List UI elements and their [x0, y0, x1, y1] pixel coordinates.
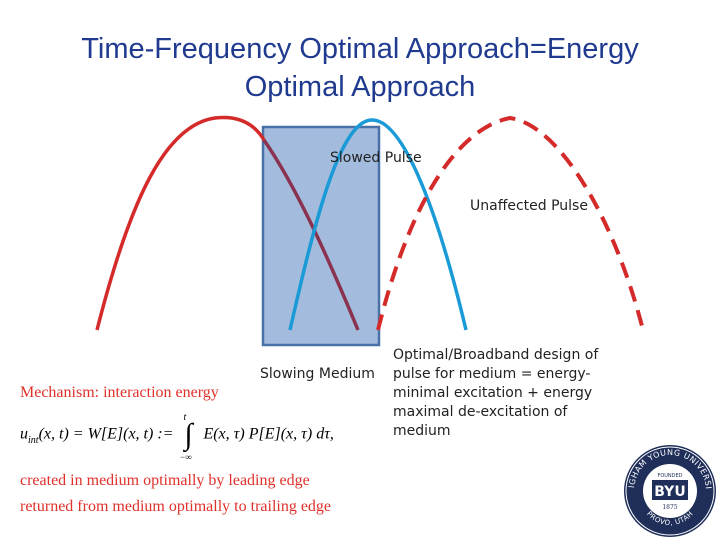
- equation-integrand: E(x, τ) P[E](x, τ) dτ,: [203, 425, 334, 443]
- seal-year: 1875: [662, 504, 677, 511]
- unaffected-pulse-curve: [376, 115, 645, 331]
- equation-lhs-subscript: int: [28, 434, 39, 446]
- equation-lhs-args: (x, t) = W[E](x, t) :=: [38, 425, 174, 443]
- mechanism-line-2: created in medium optimally by leading e…: [20, 472, 310, 489]
- integral-lower-limit: −∞: [179, 452, 192, 462]
- slide-title: Time-Frequency Optimal Approach=Energy O…: [0, 30, 720, 106]
- slowing-medium-box: [261, 125, 381, 347]
- mechanism-line-1: Mechanism: interaction energy: [20, 384, 219, 401]
- design-description: Optimal/Broadband design of pulse for me…: [393, 347, 599, 439]
- title-line-1: Time-Frequency Optimal Approach=Energy: [81, 33, 639, 65]
- trailing-pulse-curve: [262, 139, 360, 331]
- slowed-pulse-curve: [288, 118, 468, 331]
- seal-abbrev: BYU: [654, 484, 685, 500]
- interaction-energy-equation: uint(x, t) = W[E](x, t) := ∫ t −∞ E(x, τ…: [20, 412, 334, 462]
- mechanism-line-3: returned from medium optimally to traili…: [20, 498, 332, 515]
- leading-pulse-curve: [95, 115, 266, 331]
- equation-lhs: u: [20, 425, 28, 443]
- unaffected-pulse-label: Unaffected Pulse: [470, 198, 588, 214]
- integral-upper-limit: t: [183, 412, 187, 423]
- slowed-pulse-label: Slowed Pulse: [330, 150, 422, 166]
- slowing-medium-label: Slowing Medium: [260, 366, 375, 382]
- title-line-2: Optimal Approach: [244, 71, 476, 103]
- integral-sign: ∫ t −∞: [179, 412, 193, 462]
- byu-seal: BRIGHAM YOUNG UNIVERSITY PROVO, UTAH FOU…: [622, 443, 716, 537]
- seal-founded: FOUNDED: [657, 473, 682, 479]
